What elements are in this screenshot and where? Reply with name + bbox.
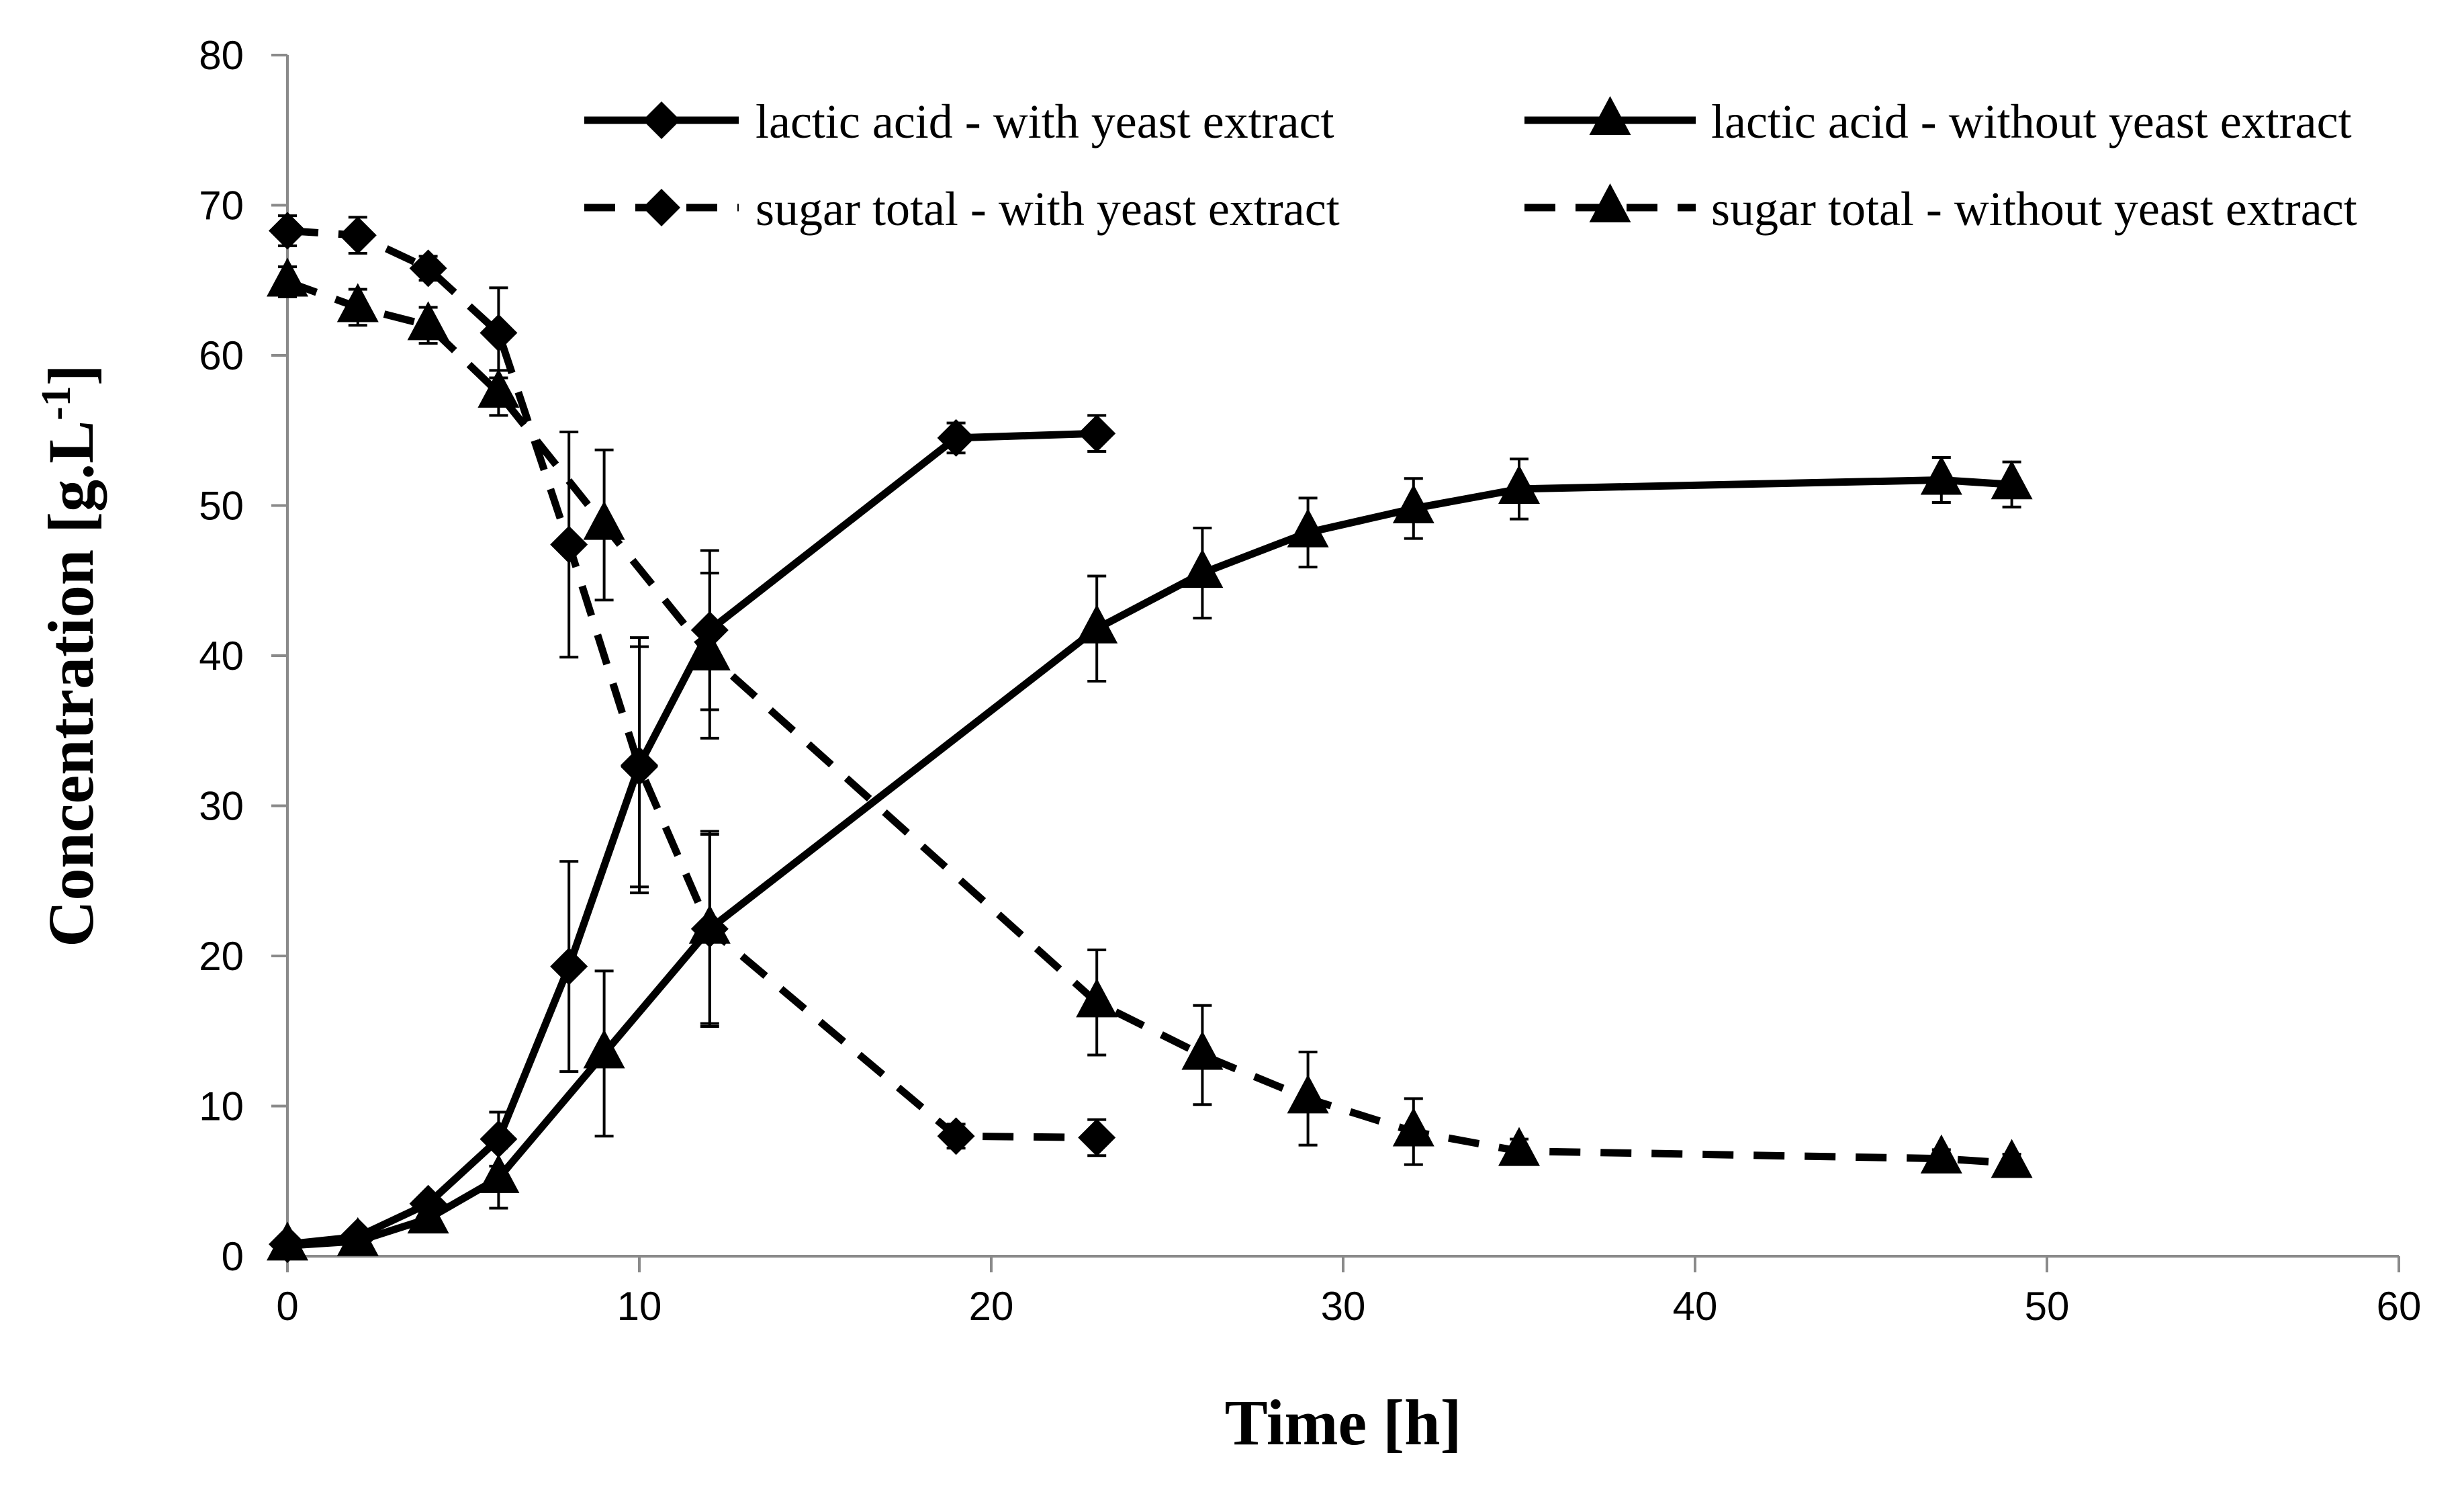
data-point <box>407 1194 449 1234</box>
data-point <box>690 611 729 650</box>
data-point <box>267 257 308 297</box>
x-tick-label: 50 <box>2025 1284 2070 1329</box>
data-point <box>1078 1119 1116 1157</box>
data-point <box>1076 604 1118 644</box>
y-tick-label: 50 <box>199 484 244 529</box>
data-point <box>336 1217 379 1256</box>
data-point <box>1920 455 1962 495</box>
y-axis-title-main: Concentration [g.L <box>35 421 107 947</box>
data-point <box>1287 1074 1329 1114</box>
data-point <box>1920 1134 1962 1174</box>
legend-marker <box>1589 183 1631 223</box>
x-axis-title: Time [h] <box>1225 1387 1462 1458</box>
legend-label: lactic acid - with yeast extract <box>756 95 1334 148</box>
data-point <box>409 249 447 288</box>
series-sugar-total-without-yeast-extract <box>267 257 2033 1178</box>
data-point <box>338 216 377 255</box>
series-line <box>287 227 1097 1141</box>
data-point <box>1991 460 2033 500</box>
legend-entry: lactic acid - without yeast extract <box>1524 95 2352 148</box>
legend-label: sugar total - with yeast extract <box>756 182 1340 236</box>
legend-label: lactic acid - without yeast extract <box>1711 95 2352 148</box>
legend-marker <box>643 101 680 139</box>
y-tick-label: 40 <box>199 633 244 678</box>
y-tick-label: 70 <box>199 183 244 228</box>
data-point <box>1181 549 1224 588</box>
data-point <box>1287 508 1329 547</box>
y-tick-label: 80 <box>199 33 244 78</box>
legend-marker <box>643 189 680 226</box>
data-point <box>688 904 731 944</box>
data-point <box>267 1221 308 1261</box>
data-point <box>1498 464 1540 504</box>
y-axis-title-end: ] <box>35 364 107 386</box>
y-tick-label: 10 <box>199 1084 244 1129</box>
data-point <box>1392 1107 1434 1147</box>
legend-entry: sugar total - with yeast extract <box>584 182 1340 236</box>
legend-entry: sugar total - without yeast extract <box>1524 182 2357 236</box>
series-line <box>287 476 2012 1250</box>
legend-marker <box>1589 96 1631 136</box>
y-tick-label: 0 <box>222 1234 244 1279</box>
data-point <box>583 500 625 540</box>
x-tick-label: 0 <box>276 1284 298 1329</box>
data-point <box>621 746 658 785</box>
data-point <box>477 368 520 408</box>
data-point <box>937 1117 975 1155</box>
series-lactic-acid-without-yeast-extract <box>267 455 2033 1261</box>
y-axis-title-superscript: -1 <box>34 386 79 421</box>
legend-layer: lactic acid - with yeast extract lactic a… <box>584 95 2357 236</box>
axes-layer: 0 10 20 30 40 50 60 70 80 0 10 20 30 40 50 60 Time [h] Co… <box>34 33 2421 1458</box>
legend-entry: lactic acid - with yeast extract <box>584 95 1334 148</box>
series-layer <box>267 212 2033 1264</box>
data-point <box>477 1153 520 1193</box>
x-tick-label: 10 <box>617 1284 662 1329</box>
data-point <box>550 947 588 985</box>
data-point <box>1392 484 1434 524</box>
x-tick-label: 60 <box>2377 1284 2422 1329</box>
data-point <box>1076 978 1118 1018</box>
data-point <box>336 283 379 322</box>
data-point <box>550 525 588 564</box>
data-point <box>1991 1139 2033 1178</box>
y-tick-label: 60 <box>199 333 244 378</box>
data-point <box>407 301 449 341</box>
y-axis-title: Concentration [g.L-1] <box>34 364 107 947</box>
data-point <box>1181 1031 1224 1070</box>
data-point <box>583 1029 625 1069</box>
data-point <box>1078 414 1116 453</box>
data-point <box>937 419 975 457</box>
data-point <box>1498 1127 1540 1166</box>
y-tick-label: 30 <box>199 784 244 829</box>
x-tick-label: 20 <box>969 1284 1014 1329</box>
y-tick-label: 20 <box>199 934 244 979</box>
x-tick-label: 30 <box>1321 1284 1366 1329</box>
data-point <box>269 212 306 250</box>
series-sugar-total-with-yeast-extract <box>269 212 1116 1157</box>
series-line <box>287 429 1097 1248</box>
x-tick-label: 40 <box>1673 1284 1718 1329</box>
legend-label: sugar total - without yeast extract <box>1711 182 2357 236</box>
data-point <box>480 314 518 352</box>
